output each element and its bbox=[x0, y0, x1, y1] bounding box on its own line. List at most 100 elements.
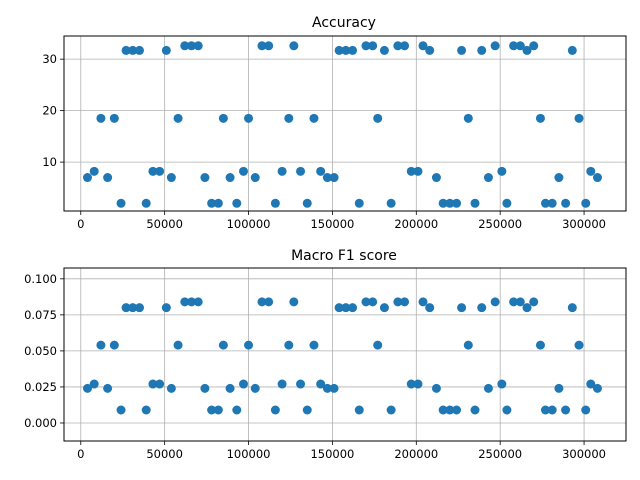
macro-f1-point bbox=[284, 340, 294, 350]
accuracy-point bbox=[413, 166, 423, 176]
macro-f1-point bbox=[368, 297, 378, 307]
accuracy-point bbox=[155, 166, 165, 176]
accuracy-point bbox=[554, 173, 564, 183]
macro-f1-point bbox=[463, 340, 473, 350]
macro-f1-point bbox=[128, 303, 138, 313]
macro-f1-point bbox=[373, 340, 383, 350]
macro-f1-point bbox=[200, 383, 210, 393]
accuracy-point bbox=[581, 198, 591, 208]
macro-f1-point bbox=[89, 379, 99, 389]
accuracy-point bbox=[354, 198, 364, 208]
accuracy-point bbox=[470, 198, 480, 208]
macro-f1-point bbox=[148, 379, 158, 389]
accuracy-x-tick-label: 100000 bbox=[227, 217, 271, 231]
macro-f1-point bbox=[581, 405, 591, 415]
macro-f1-y-tick-label: 0.075 bbox=[24, 308, 57, 322]
macro-f1-point bbox=[540, 405, 550, 415]
macro-f1-point bbox=[296, 379, 306, 389]
macro-f1-y-tick-label: 0.100 bbox=[24, 272, 57, 286]
accuracy-point bbox=[445, 198, 455, 208]
macro-f1-point bbox=[329, 383, 339, 393]
macro-f1-point bbox=[96, 340, 106, 350]
accuracy-point bbox=[141, 198, 151, 208]
accuracy-point bbox=[180, 41, 190, 51]
macro-f1-point bbox=[425, 303, 435, 313]
macro-f1-point bbox=[270, 405, 280, 415]
accuracy-point bbox=[121, 45, 131, 55]
accuracy-point bbox=[329, 173, 339, 183]
accuracy-point bbox=[567, 45, 577, 55]
macro-f1-point bbox=[244, 340, 254, 350]
accuracy-point bbox=[322, 173, 332, 183]
accuracy-point bbox=[535, 113, 545, 123]
macro-f1-point bbox=[250, 383, 260, 393]
accuracy-point bbox=[289, 41, 299, 51]
macro-f1-point bbox=[239, 379, 249, 389]
macro-f1-x-tick-label: 50000 bbox=[146, 447, 183, 461]
accuracy-x-tick-label: 150000 bbox=[310, 217, 354, 231]
accuracy-point bbox=[574, 113, 584, 123]
accuracy-point bbox=[296, 166, 306, 176]
accuracy-point bbox=[561, 198, 571, 208]
macro-f1-title: Macro F1 score bbox=[291, 248, 397, 264]
accuracy-point bbox=[431, 173, 441, 183]
macro-f1-point bbox=[535, 340, 545, 350]
accuracy-point bbox=[547, 198, 557, 208]
macro-f1-point bbox=[193, 297, 203, 307]
macro-f1-point bbox=[213, 405, 223, 415]
macro-f1-point bbox=[522, 303, 532, 313]
macro-f1-point bbox=[477, 303, 487, 313]
macro-f1-x-tick-label: 200000 bbox=[394, 447, 438, 461]
macro-f1-point bbox=[509, 297, 519, 307]
macro-f1-point bbox=[515, 297, 525, 307]
macro-f1-point bbox=[529, 297, 539, 307]
macro-f1-point bbox=[452, 405, 462, 415]
accuracy-point bbox=[386, 198, 396, 208]
accuracy-x-tick-label: 0 bbox=[77, 217, 84, 231]
accuracy-x-tick-label: 50000 bbox=[146, 217, 183, 231]
accuracy-point bbox=[522, 45, 532, 55]
macro-f1-point bbox=[554, 383, 564, 393]
accuracy-point bbox=[406, 166, 416, 176]
macro-f1-point bbox=[289, 297, 299, 307]
accuracy-point bbox=[373, 113, 383, 123]
accuracy-point bbox=[393, 41, 403, 51]
accuracy-point bbox=[116, 198, 126, 208]
accuracy-point bbox=[239, 166, 249, 176]
macro-f1-point bbox=[400, 297, 410, 307]
accuracy-point bbox=[250, 173, 260, 183]
macro-f1-point bbox=[490, 297, 500, 307]
accuracy-point bbox=[529, 41, 539, 51]
accuracy-point bbox=[361, 41, 371, 51]
macro-f1-point bbox=[225, 383, 235, 393]
macro-f1-point bbox=[322, 383, 332, 393]
macro-f1-point bbox=[116, 405, 126, 415]
accuracy-point bbox=[509, 41, 519, 51]
macro-f1-point bbox=[379, 303, 389, 313]
macro-f1-point bbox=[561, 405, 571, 415]
accuracy-point bbox=[477, 45, 487, 55]
macro-f1-point bbox=[186, 297, 196, 307]
macro-f1-point bbox=[502, 405, 512, 415]
macro-f1-point bbox=[277, 379, 287, 389]
macro-f1-point bbox=[207, 405, 217, 415]
accuracy-point bbox=[200, 173, 210, 183]
macro-f1-point bbox=[302, 405, 312, 415]
macro-f1-point bbox=[567, 303, 577, 313]
macro-f1-x-tick-label: 150000 bbox=[310, 447, 354, 461]
accuracy-point bbox=[134, 45, 144, 55]
macro-f1-x-tick-label: 250000 bbox=[478, 447, 522, 461]
macro-f1-point bbox=[180, 297, 190, 307]
macro-f1-point bbox=[161, 303, 171, 313]
accuracy-title: Accuracy bbox=[312, 15, 376, 31]
accuracy-point bbox=[425, 45, 435, 55]
accuracy-point bbox=[218, 113, 228, 123]
macro-f1-point bbox=[431, 383, 441, 393]
macro-f1-y-tick-label: 0.050 bbox=[24, 344, 57, 358]
accuracy-axes-frame bbox=[63, 35, 627, 212]
accuracy-point bbox=[334, 45, 344, 55]
macro-f1-point bbox=[316, 379, 326, 389]
accuracy-point bbox=[400, 41, 410, 51]
macro-f1-point bbox=[348, 303, 358, 313]
accuracy-point bbox=[457, 45, 467, 55]
